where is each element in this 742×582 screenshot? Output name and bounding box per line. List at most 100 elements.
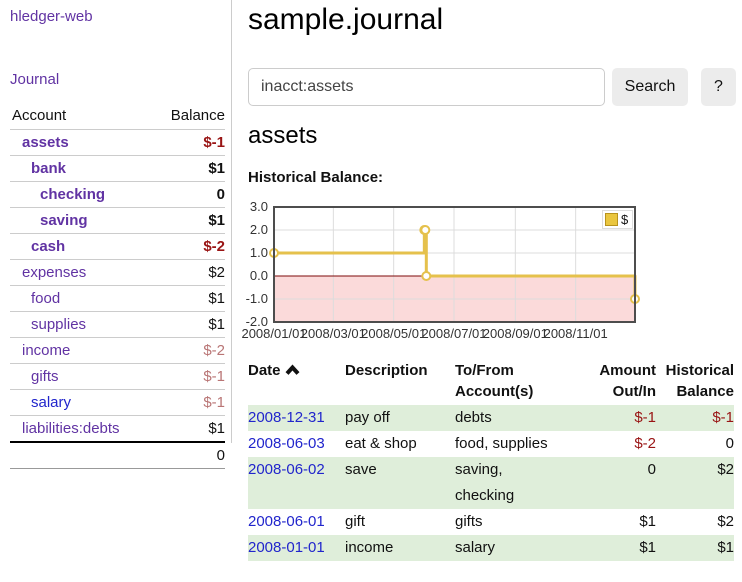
account-row: salary $-1: [10, 389, 225, 416]
account-link[interactable]: liabilities:debts: [22, 420, 120, 437]
account-link[interactable]: assets: [22, 134, 69, 151]
account-link[interactable]: expenses: [22, 264, 87, 281]
sidebar: hledger-web Journal Account Balance asse…: [0, 0, 232, 469]
search-input[interactable]: [248, 68, 605, 106]
account-balance: $-1: [152, 363, 225, 390]
transaction-date-link[interactable]: 2008-06-03: [248, 435, 325, 452]
account-link[interactable]: cash: [31, 238, 66, 255]
account-row: bank $1: [10, 155, 225, 182]
help-button[interactable]: ?: [701, 68, 736, 106]
transaction-accounts: gifts: [455, 513, 483, 530]
transaction-date-link[interactable]: 2008-12-31: [248, 409, 325, 426]
svg-text:3.0: 3.0: [250, 199, 268, 214]
transaction-date-link[interactable]: 2008-06-01: [248, 513, 325, 530]
transaction-accounts: food, supplies: [455, 435, 548, 452]
account-balance: $1: [152, 415, 225, 442]
account-balance: $-1: [152, 129, 225, 156]
svg-text:2008/09/01: 2008/09/01: [483, 326, 548, 341]
legend-label: $: [621, 212, 629, 227]
svg-text:0.0: 0.0: [250, 268, 268, 283]
sort-ascending-icon: [285, 364, 299, 375]
account-balance: $1: [152, 207, 225, 234]
transaction-accounts: salary: [455, 535, 561, 561]
register-header-row: Date Description To/From Account(s) Amou…: [248, 359, 734, 405]
accounts-header-row: Account Balance: [10, 104, 225, 130]
svg-text:2008/11/01: 2008/11/01: [544, 326, 608, 341]
column-header-accounts: To/From Account(s): [455, 362, 534, 400]
register-row: 2008-06-02 save saving, checking 0 $2: [248, 457, 734, 509]
transaction-balance: $2: [717, 513, 734, 530]
transaction-amount: 0: [561, 457, 656, 509]
transaction-balance: $2: [656, 457, 734, 509]
accounts-total-row: 0: [10, 441, 225, 469]
search-button[interactable]: Search: [612, 68, 688, 106]
transaction-description: income: [345, 535, 455, 561]
svg-text:2008/01/01: 2008/01/01: [241, 326, 306, 341]
account-link[interactable]: supplies: [31, 316, 87, 333]
account-balance: 0: [152, 181, 225, 208]
app-brand-link[interactable]: hledger-web: [10, 8, 93, 25]
svg-text:2008/05/01: 2008/05/01: [361, 326, 426, 341]
account-link[interactable]: income: [22, 342, 71, 359]
account-row: food $1: [10, 285, 225, 312]
transaction-amount: $-1: [561, 405, 656, 431]
svg-text:-2.0: -2.0: [246, 314, 268, 329]
account-page-title: assets: [248, 122, 318, 149]
sidebar-item-journal[interactable]: Journal: [10, 71, 60, 88]
account-link[interactable]: bank: [31, 160, 67, 177]
register-body: 2008-12-31 pay off debts $-1 $-1 2008-06-03 ea…: [248, 405, 734, 561]
accounts-header-balance: Balance: [170, 107, 225, 124]
transaction-balance: $-1: [656, 405, 734, 431]
transaction-accounts: saving, checking: [455, 457, 561, 509]
svg-text:2008/03/01: 2008/03/01: [301, 326, 366, 341]
register-row: 2008-01-01 income salary $1 $1: [248, 535, 734, 561]
account-row: gifts $-1: [10, 363, 225, 390]
account-balance: $1: [152, 155, 225, 182]
balance-chart-svg: 2008/01/012008/03/012008/05/012008/07/01…: [241, 199, 640, 341]
transaction-accounts: debts: [455, 405, 561, 431]
account-link[interactable]: food: [31, 290, 61, 307]
account-link[interactable]: salary: [31, 394, 72, 411]
account-link[interactable]: gifts: [31, 368, 59, 385]
page-title: sample.journal: [248, 3, 444, 36]
transaction-amount: $1: [561, 535, 656, 561]
column-header-date[interactable]: Date: [248, 359, 345, 405]
account-row: expenses $2: [10, 259, 225, 286]
account-balance: $1: [152, 285, 225, 312]
account-link[interactable]: saving: [40, 212, 88, 229]
account-balance: $1: [152, 311, 225, 338]
transaction-date-link[interactable]: 2008-06-02: [248, 461, 325, 478]
svg-text:-1.0: -1.0: [246, 291, 268, 306]
svg-text:1.0: 1.0: [250, 245, 268, 260]
svg-text:2.0: 2.0: [250, 222, 268, 237]
transaction-amount: $1: [639, 513, 656, 530]
column-header-description: Description: [345, 362, 428, 379]
search-bar: × Search ?: [248, 68, 742, 106]
register-row: 2008-06-01 gift gifts $1 $2: [248, 509, 734, 535]
accounts-body: assets $-1 bank $1 checking 0 saving $1 cash $-2 e…: [10, 129, 225, 442]
historical-balance-chart: 2008/01/01 2008/03/01 2008/05/01 2008/07/01…: [241, 199, 718, 343]
transaction-balance: $1: [656, 535, 734, 561]
chart-legend: $: [602, 210, 634, 229]
account-link[interactable]: checking: [40, 186, 106, 203]
transaction-description: gift: [345, 513, 366, 530]
account-row: income $-2: [10, 337, 225, 364]
register-row: 2008-12-31 pay off debts $-1 $-1: [248, 405, 734, 431]
transaction-date-link[interactable]: 2008-01-01: [248, 539, 325, 556]
register-table: Date Description To/From Account(s) Amou…: [248, 359, 734, 561]
transaction-balance: 0: [725, 435, 734, 452]
main-content: sample.journal × Search ? assets Histori…: [241, 0, 742, 582]
transaction-description: pay off: [345, 405, 455, 431]
column-header-balance: Historical Balance: [665, 362, 734, 400]
accounts-total-value: 0: [152, 441, 225, 469]
transaction-amount: $-2: [634, 435, 656, 452]
account-row: cash $-2: [10, 233, 225, 260]
account-row: supplies $1: [10, 311, 225, 338]
account-row: assets $-1: [10, 129, 225, 156]
account-balance: $-1: [152, 389, 225, 416]
legend-swatch-icon: [605, 213, 618, 226]
column-header-amount: Amount Out/In: [599, 362, 656, 400]
account-row: liabilities:debts $1: [10, 415, 225, 442]
chart-title: Historical Balance:: [248, 169, 384, 186]
account-row: saving $1: [10, 207, 225, 234]
